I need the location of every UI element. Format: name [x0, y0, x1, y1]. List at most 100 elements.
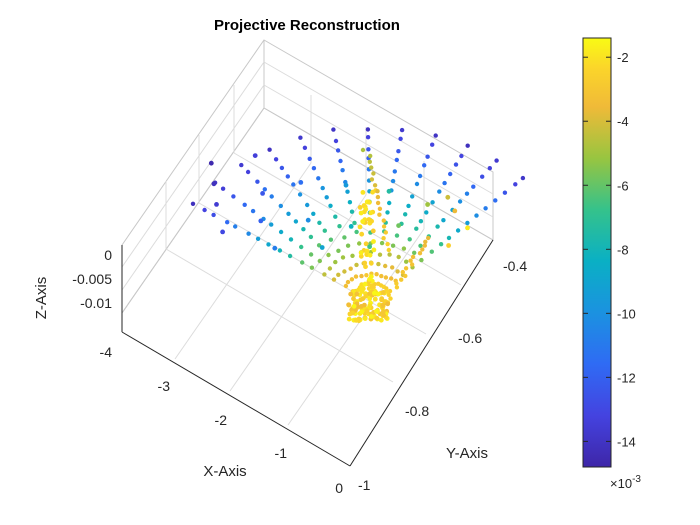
data-point — [350, 310, 356, 316]
data-point — [367, 252, 373, 258]
data-point — [487, 166, 492, 171]
data-point — [326, 252, 331, 258]
data-point — [277, 248, 283, 253]
data-point — [381, 312, 386, 318]
z-axis-label: Z-Axis — [33, 277, 50, 320]
data-point — [349, 277, 355, 282]
scatter-points — [190, 127, 526, 324]
data-point — [455, 228, 461, 233]
data-point — [465, 220, 470, 226]
data-point — [494, 158, 499, 163]
floor-grid-y-2 — [229, 194, 367, 392]
data-point — [322, 272, 327, 277]
colorbar-tick-label: -14 — [617, 434, 636, 449]
data-point — [371, 247, 377, 253]
data-point — [403, 212, 408, 217]
data-point — [377, 252, 383, 257]
data-point — [383, 275, 389, 280]
data-point — [311, 211, 316, 216]
data-point — [320, 185, 325, 191]
data-point — [305, 217, 311, 223]
data-point — [362, 281, 368, 287]
data-point — [386, 247, 391, 253]
data-point — [433, 133, 438, 138]
data-point — [474, 213, 479, 218]
data-point — [346, 302, 351, 308]
data-point — [383, 263, 388, 269]
data-point — [365, 127, 371, 132]
data-point — [298, 180, 304, 185]
data-point — [368, 153, 373, 159]
data-point — [328, 203, 333, 208]
data-point — [430, 142, 435, 147]
floor-grid-x-3 — [233, 152, 462, 286]
data-point — [371, 239, 376, 244]
data-point — [383, 230, 388, 235]
data-point — [364, 248, 370, 254]
data-point — [225, 220, 230, 225]
data-point — [418, 219, 424, 224]
data-point — [390, 265, 395, 270]
data-point — [246, 231, 251, 236]
data-point — [298, 135, 303, 140]
data-point — [343, 283, 349, 289]
floor-back-right-edge — [263, 107, 494, 241]
data-point — [471, 184, 476, 189]
data-point — [343, 182, 349, 188]
x-tick-label: -2 — [215, 412, 228, 428]
data-point — [362, 316, 368, 321]
data-point — [371, 171, 376, 176]
data-point — [396, 149, 401, 154]
data-point — [390, 178, 396, 184]
data-point — [379, 273, 384, 279]
data-point — [392, 169, 397, 174]
chart-title: Projective Reconstruction — [214, 17, 400, 34]
data-point — [336, 272, 341, 277]
data-point — [378, 317, 384, 323]
data-point — [376, 261, 381, 267]
data-point — [399, 127, 405, 133]
data-point — [419, 257, 424, 263]
data-point — [211, 181, 217, 187]
floor-grid-x-1 — [165, 248, 394, 383]
data-point — [513, 182, 518, 187]
axes-box — [121, 39, 494, 467]
data-point — [452, 208, 458, 214]
data-point — [364, 273, 369, 278]
data-point — [357, 241, 362, 246]
x-tick-labels: -4 -3 -2 -1 0 — [100, 344, 344, 496]
data-point — [394, 233, 400, 238]
data-point — [252, 153, 258, 159]
data-point — [358, 304, 364, 309]
z-tick-label: 0 — [104, 247, 112, 263]
data-point — [401, 246, 407, 251]
data-point — [327, 266, 333, 271]
colorbar-tick-label: -12 — [617, 370, 636, 385]
data-point — [297, 192, 303, 197]
data-point — [365, 135, 371, 140]
data-point — [214, 202, 219, 207]
data-point — [338, 158, 343, 164]
data-point — [420, 247, 425, 252]
data-point — [300, 260, 305, 265]
data-point — [409, 262, 415, 267]
colorbar-tick-label: -8 — [617, 242, 629, 257]
data-point — [408, 258, 413, 263]
data-point — [273, 157, 279, 162]
data-point — [351, 296, 356, 302]
wall-right-grid-z1 — [263, 84, 494, 218]
data-point — [367, 244, 372, 250]
data-point — [202, 207, 207, 213]
data-point — [424, 210, 429, 215]
data-point — [286, 211, 291, 216]
data-point — [374, 308, 379, 314]
data-point — [414, 181, 420, 187]
data-point — [418, 243, 423, 248]
y-tick-label: -0.6 — [458, 330, 482, 346]
data-point — [381, 218, 386, 223]
data-point — [328, 237, 334, 242]
data-point — [258, 218, 264, 224]
data-point — [480, 174, 485, 179]
data-point — [220, 229, 226, 235]
data-point — [410, 194, 415, 199]
